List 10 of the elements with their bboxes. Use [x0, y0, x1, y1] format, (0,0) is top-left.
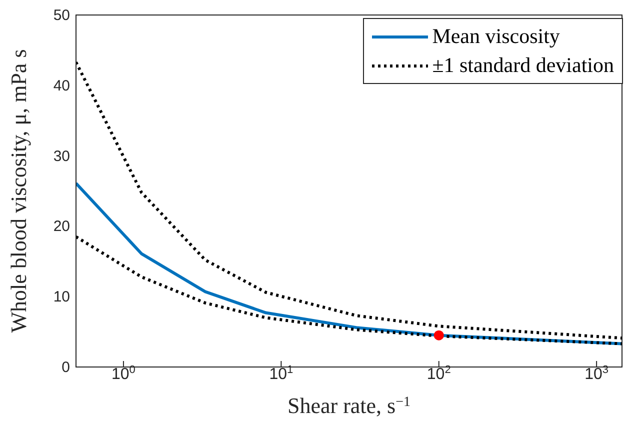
y-tick-label: 20	[53, 218, 70, 236]
y-axis-title: Whole blood viscosity, μ, mPa s	[6, 49, 31, 333]
y-tick-label: 40	[53, 77, 70, 94]
legend-label: Mean viscosity	[432, 23, 560, 50]
y-tick-label: 0	[62, 359, 70, 376]
y-tick-label: 50	[53, 7, 70, 24]
y-tick-label: 30	[53, 148, 70, 165]
x-axis-title: Shear rate, s$^{−1}$	[287, 393, 411, 418]
y-tick-label: 10	[53, 288, 70, 306]
legend-label: ±1 standard deviation	[432, 52, 614, 79]
